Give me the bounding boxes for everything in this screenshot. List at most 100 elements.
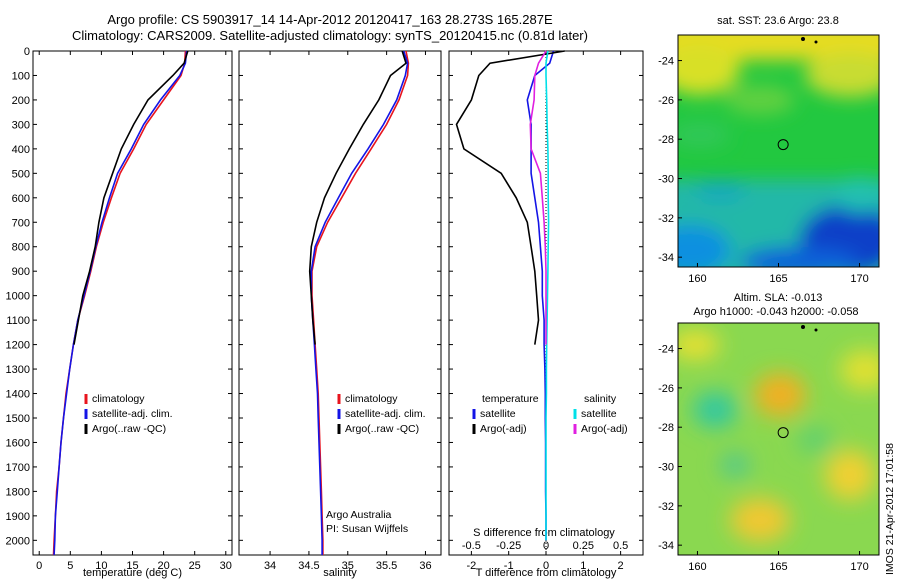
map-y-tick-label: -34 [658,540,674,552]
y-tick-label: 0 [24,46,30,58]
x-tick-label: 35 [342,560,354,572]
legend2-label: climatology [345,393,398,405]
x-tick-label: 10 [95,560,107,572]
x-tick-label: -1 [504,560,514,572]
y-tick-label: 1700 [6,462,30,474]
legend3-temp-label: Argo(-adj) [480,423,527,435]
y-tick-label: 1100 [6,315,30,327]
legend2-label: Argo(..raw -QC) [345,423,419,435]
y-tick-label: 300 [12,119,30,131]
argo-location-marker [777,139,789,151]
x-tick-label: 20 [157,560,169,572]
footer-timestamp: IMOS 21-Apr-2012 17:01:58 [884,443,896,575]
y-tick-label: 200 [12,95,30,107]
y-tick-label: 1300 [6,364,30,376]
x-tick-label: 36 [419,560,431,572]
plot-frame-2 [238,50,442,556]
series-line-satellite-adj-clim- [53,50,188,556]
x-tick-label: 15 [126,560,138,572]
annotation-line1: Argo Australia [326,509,392,521]
map-x-tick-label: 165 [769,561,787,573]
argo-location-marker [777,427,789,439]
x-top-tick-label: 0.5 [613,540,628,552]
x-top-tick-label: -0.25 [496,540,521,552]
series-line-argo-raw-qc- [308,50,407,345]
map-x-tick-label: 170 [850,561,868,573]
x-tick-label: 1 [580,560,586,572]
series-line-climatology [52,50,187,556]
map-y-tick-label: -30 [658,462,674,474]
y-tick-label: 800 [12,242,30,254]
island-dot [814,328,818,332]
x-tick-label: 35.5 [376,560,397,572]
legend1-label: satellite-adj. clim. [92,408,173,420]
x-tick-label: -2 [466,560,476,572]
map-x-tick-label: 160 [688,561,706,573]
legend1-label: Argo(..raw -QC) [92,423,166,435]
sla-map [678,323,879,555]
x-top-tick-label: -0.5 [462,540,481,552]
x-tick-label: 30 [220,560,232,572]
x-axis-label: T difference from climatology [476,567,617,579]
legend3-sal-label: satellite [581,408,617,420]
series-line-salinity-argo-adj- [529,50,547,345]
legend3-temp-header: temperature [482,393,539,405]
island-dot [801,37,805,41]
map-y-tick-label: -30 [658,174,674,186]
sst-map-title: sat. SST: 23.6 Argo: 23.8 [717,15,839,27]
map-x-tick-label: 160 [688,273,706,285]
legend2-label: satellite-adj. clim. [345,408,426,420]
x-tick-label: 0 [543,560,549,572]
legend3-temp-label: satellite [480,408,516,420]
series-line-argo-raw-qc- [73,50,189,345]
sla-map-title: Altim. SLA: -0.013 [734,292,823,304]
island-dot [801,325,805,329]
series-line-temperature-satellite [526,50,555,541]
x-top-tick-label: 0 [543,540,549,552]
map-y-tick-label: -28 [658,134,674,146]
island-dot [814,40,818,44]
x-axis-label: salinity [323,567,357,579]
legend3-sal-label: Argo(-adj) [581,423,628,435]
map-x-tick-label: 165 [769,273,787,285]
map-y-tick-label: -26 [658,95,674,107]
sst-map [678,35,879,267]
chart-title-line2: Climatology: CARS2009. Satellite-adjuste… [72,28,588,43]
x-tick-label: 34.5 [298,560,319,572]
y-tick-label: 900 [12,266,30,278]
map-y-tick-label: -26 [658,383,674,395]
x-tick-label: 25 [189,560,201,572]
x-tick-label: 34 [264,560,276,572]
map-y-tick-label: -24 [658,344,674,356]
x-top-axis-label: S difference from climatology [473,527,615,539]
x-tick-label: 5 [67,560,73,572]
series-line-climatology [311,50,410,555]
map-x-tick-label: 170 [850,273,868,285]
y-tick-label: 1200 [6,340,30,352]
y-tick-label: 100 [12,70,30,82]
series-line-satellite-adj-clim- [310,50,409,555]
x-axis-label: temperature (deg C) [83,567,182,579]
sla-map-subtitle: Argo h1000: -0.043 h2000: -0.058 [693,306,858,318]
y-tick-label: 1600 [6,437,30,449]
series-line-salinity-satellite [545,50,550,541]
y-tick-label: 1800 [6,486,30,498]
map-y-tick-label: -28 [658,422,674,434]
y-tick-label: 1000 [6,291,30,303]
x-top-tick-label: 0.25 [573,540,594,552]
y-tick-label: 1400 [6,389,30,401]
y-tick-label: 1900 [6,511,30,523]
map-y-tick-label: -24 [658,56,674,68]
legend3-sal-header: salinity [584,393,617,405]
y-tick-label: 600 [12,193,30,205]
chart-title-line1: Argo profile: CS 5903917_14 14-Apr-2012 … [107,12,553,27]
map-y-tick-label: -34 [658,252,674,264]
annotation-line2: PI: Susan Wijffels [326,523,408,535]
y-tick-label: 700 [12,217,30,229]
y-tick-label: 400 [12,144,30,156]
x-tick-label: 2 [618,560,624,572]
legend1-label: climatology [92,393,145,405]
y-tick-label: 500 [12,168,30,180]
y-tick-label: 1500 [6,413,30,425]
